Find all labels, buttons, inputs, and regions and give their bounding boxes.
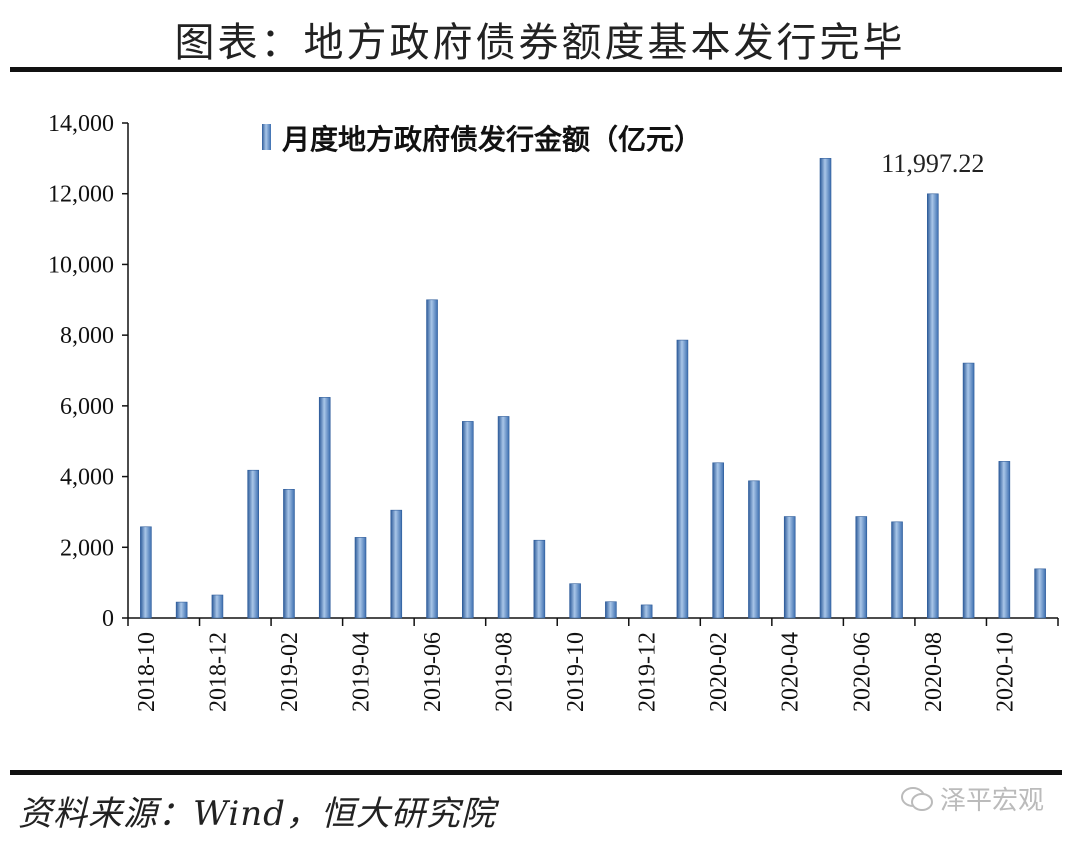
y-tick-label: 12,000 bbox=[48, 182, 114, 208]
bar-2019-01 bbox=[247, 469, 259, 619]
bar-2020-01 bbox=[676, 339, 689, 619]
bar-2019-03 bbox=[318, 397, 331, 619]
top-rule bbox=[10, 67, 1062, 72]
bar-2019-06 bbox=[426, 299, 438, 619]
x-tick-label: 2019-08 bbox=[492, 632, 518, 712]
watermark-text: 泽平宏观 bbox=[940, 786, 1045, 816]
bar-2020-07 bbox=[891, 521, 903, 619]
x-tick-label: 2018-10 bbox=[134, 632, 160, 712]
bar-series bbox=[140, 158, 1046, 619]
x-tick-label: 2020-08 bbox=[921, 632, 947, 712]
y-tick-label: 2,000 bbox=[60, 535, 114, 561]
bar-2019-12 bbox=[640, 604, 653, 619]
y-tick-label: 14,000 bbox=[48, 111, 114, 137]
x-tick-label: 2020-06 bbox=[849, 632, 875, 712]
watermark: 泽平宏观 bbox=[900, 780, 1044, 817]
x-tick-label: 2018-12 bbox=[205, 632, 231, 712]
x-tick-label: 2019-06 bbox=[420, 632, 446, 712]
legend-swatch bbox=[262, 124, 271, 150]
x-tick-label: 2019-12 bbox=[635, 632, 661, 712]
data-label-peak: 11,997.22 bbox=[881, 149, 984, 178]
source-note: 资料来源：Wind，恒大研究院 bbox=[18, 794, 496, 834]
page-title: 图表：地方政府债券额度基本发行完毕 bbox=[174, 20, 906, 66]
bar-2018-12 bbox=[211, 594, 224, 619]
bar-2020-02 bbox=[712, 462, 724, 619]
x-tick-label: 2020-02 bbox=[706, 632, 732, 712]
bar-2020-09 bbox=[962, 362, 975, 619]
y-tick-label: 6,000 bbox=[60, 394, 114, 420]
bar-2020-11 bbox=[1034, 568, 1046, 619]
x-tick-label: 2020-10 bbox=[992, 632, 1018, 712]
y-tick-label: 0 bbox=[102, 606, 114, 632]
bar-2019-11 bbox=[605, 601, 617, 619]
y-axis: 0 2,000 4,000 6,000 8,000 10,000 12,000 14,000 bbox=[48, 111, 129, 632]
bar-chart: 02,0004,0006,0008,00010,00012,00014,000 … bbox=[48, 111, 1059, 712]
y-tick-label: 10,000 bbox=[48, 252, 114, 278]
x-tick-label: 2020-04 bbox=[778, 632, 804, 712]
legend-label: 月度地方政府债发行金额（亿元） bbox=[281, 123, 702, 156]
bottom-rule bbox=[10, 770, 1062, 775]
bar-2020-05 bbox=[819, 158, 832, 619]
bar-2019-09 bbox=[533, 539, 546, 619]
bar-2020-10 bbox=[998, 461, 1011, 619]
legend: 月度地方政府债发行金额（亿元） bbox=[262, 123, 702, 156]
x-tick-label: 2019-02 bbox=[277, 632, 303, 712]
bar-2018-10 bbox=[140, 526, 152, 619]
wechat-icon bbox=[901, 786, 933, 811]
bar-2019-07 bbox=[462, 421, 474, 619]
y-tick-label: 8,000 bbox=[60, 323, 114, 349]
bar-2019-08 bbox=[497, 416, 510, 619]
bar-2018-11 bbox=[175, 601, 188, 619]
x-tick-label: 2019-04 bbox=[349, 632, 375, 712]
bar-2020-06 bbox=[855, 516, 868, 619]
bar-2019-04 bbox=[354, 537, 367, 619]
x-tick-label: 2019-10 bbox=[563, 632, 589, 712]
x-axis: 2018-10 2018-12 2019-02 2019-04 2019-06 2019-… bbox=[127, 617, 1059, 712]
bar-2020-08 bbox=[927, 193, 939, 619]
bar-2019-10 bbox=[569, 583, 581, 619]
bar-2019-02 bbox=[283, 488, 295, 619]
y-tick-label: 4,000 bbox=[60, 465, 114, 491]
bar-2020-03 bbox=[748, 480, 760, 619]
bar-2020-04 bbox=[783, 516, 796, 619]
bar-2019-05 bbox=[390, 509, 403, 619]
